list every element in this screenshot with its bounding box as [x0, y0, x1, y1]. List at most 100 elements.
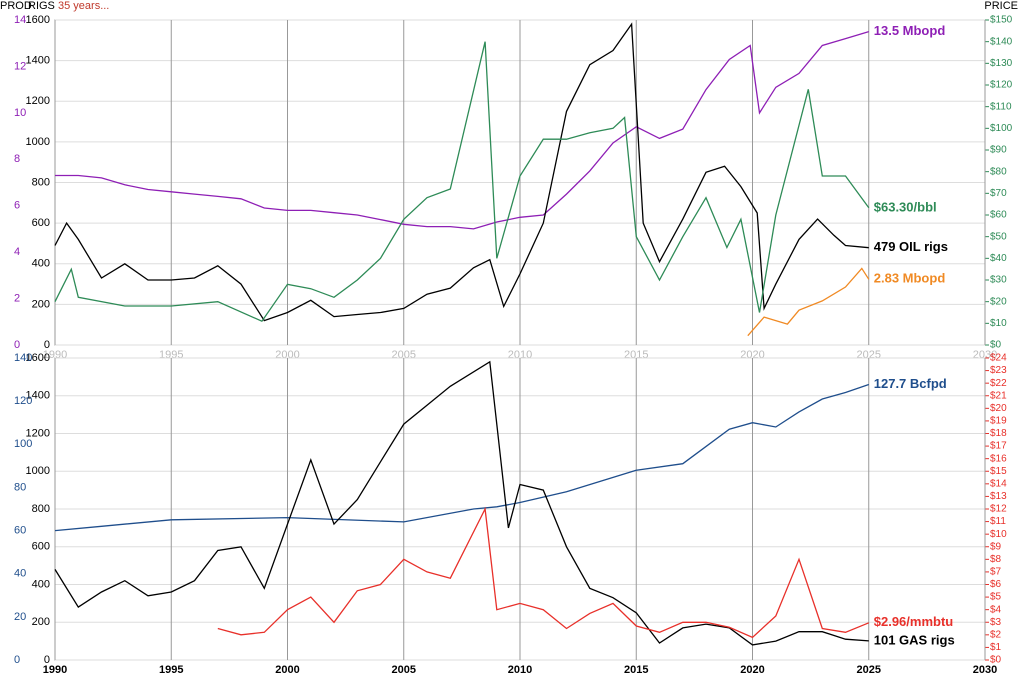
rigs-tick-label: 1600	[26, 352, 50, 364]
price-tick-label: $70	[990, 188, 1007, 199]
note: 35 years...	[58, 0, 109, 12]
price-tick-label: $18	[990, 428, 1007, 439]
rigs-tick-label: 800	[32, 176, 50, 188]
price-tick-label: $3	[990, 617, 1002, 628]
rigs-tick-label: 1000	[26, 136, 50, 148]
price-tick-label: $20	[990, 403, 1007, 414]
price-tick-label: $0	[990, 655, 1002, 666]
price-tick-label: $40	[990, 253, 1007, 264]
price-tick-label: $130	[990, 58, 1013, 69]
rigs-tick-label: 200	[32, 616, 50, 628]
rigs-tick-label: 1000	[26, 465, 50, 477]
price-tick-label: $6	[990, 579, 1002, 590]
price-tick-label: $4	[990, 604, 1002, 615]
rigs-axis-title: RIGS	[28, 0, 55, 12]
price-tick-label: $13	[990, 491, 1007, 502]
prod-tick-label: 0	[14, 339, 20, 351]
prod-tick-label: 40	[14, 568, 26, 580]
series-line	[747, 267, 870, 337]
end-label: 101 GAS rigs	[874, 632, 955, 647]
prod-tick-label: 60	[14, 524, 26, 536]
rigs-tick-label: 0	[44, 654, 50, 666]
prod-tick-label: 12	[14, 60, 26, 72]
prod-tick-label: 10	[14, 107, 26, 119]
price-tick-label: $1	[990, 642, 1002, 653]
rigs-tick-label: 600	[32, 541, 50, 553]
price-tick-label: $12	[990, 504, 1007, 515]
price-tick-label: $90	[990, 145, 1007, 156]
price-tick-label: $21	[990, 390, 1007, 401]
rigs-tick-label: 800	[32, 503, 50, 515]
prod-tick-label: 100	[14, 438, 32, 450]
x-tick-label: 2005	[392, 664, 416, 676]
x-tick-label: 2025	[857, 664, 881, 676]
rigs-tick-label: 0	[44, 339, 50, 351]
rigs-tick-label: 1200	[26, 95, 50, 107]
series-line	[54, 41, 870, 323]
prod-tick-label: 140	[14, 352, 32, 364]
price-tick-label: $110	[990, 101, 1012, 112]
prod-tick-label: 0	[14, 654, 20, 666]
end-label: 2.83 Mbopd	[874, 271, 946, 286]
end-label: 13.5 Mbopd	[874, 23, 946, 38]
prod-tick-label: 80	[14, 481, 26, 493]
price-tick-label: $60	[990, 210, 1007, 221]
price-tick-label: $7	[990, 567, 1002, 578]
x-tick-label: 2000	[275, 664, 299, 676]
series-line	[54, 360, 869, 646]
series-line	[217, 506, 870, 639]
rigs-tick-label: 1200	[26, 427, 50, 439]
price-tick-label: $17	[990, 441, 1007, 452]
prod-tick-label: 2	[14, 292, 20, 304]
prod-tick-label: 120	[14, 395, 32, 407]
price-tick-label: $10	[990, 529, 1007, 540]
rigs-tick-label: 200	[32, 298, 50, 310]
price-tick-label: $20	[990, 296, 1007, 307]
x-tick-label: 2030	[973, 664, 997, 676]
end-label: $63.30/bbl	[874, 199, 937, 214]
x-tick-label: 1990	[43, 664, 67, 676]
price-tick-label: $5	[990, 592, 1002, 603]
price-tick-label: $2	[990, 629, 1002, 640]
end-label: 479 OIL rigs	[874, 239, 948, 254]
end-label: 127.7 Bcfpd	[874, 376, 947, 391]
price-tick-label: $100	[990, 123, 1013, 134]
rigs-tick-label: 1400	[26, 390, 50, 402]
end-label: $2.96/mmbtu	[874, 614, 954, 629]
price-tick-label: $50	[990, 231, 1007, 242]
price-tick-label: $15	[990, 466, 1007, 477]
price-tick-label: $150	[990, 15, 1013, 26]
rigs-tick-label: 400	[32, 258, 50, 270]
rigs-tick-label: 600	[32, 217, 50, 229]
prod-tick-label: 6	[14, 200, 20, 212]
price-tick-label: $11	[990, 516, 1006, 527]
x-tick-label: 2010	[508, 664, 532, 676]
rigs-tick-label: 1600	[26, 14, 50, 26]
price-tick-label: $23	[990, 365, 1007, 376]
price-tick-label: $30	[990, 275, 1007, 286]
price-tick-label: $140	[990, 36, 1013, 47]
x-tick-label: 2020	[740, 664, 764, 676]
prod-tick-label: 8	[14, 153, 20, 165]
price-tick-label: $14	[990, 478, 1007, 489]
price-tick-label: $19	[990, 416, 1007, 427]
rigs-tick-label: 400	[32, 578, 50, 590]
series-line	[54, 22, 869, 322]
price-tick-label: $80	[990, 166, 1007, 177]
x-tick-label: 2015	[624, 664, 648, 676]
price-tick-label: $9	[990, 541, 1002, 552]
series-line	[54, 383, 870, 532]
price-tick-label: $24	[990, 353, 1007, 364]
price-tick-label: $10	[990, 318, 1007, 329]
rigs-tick-label: 1400	[26, 55, 50, 67]
price-tick-label: $120	[990, 80, 1013, 91]
price-tick-label: $0	[990, 340, 1002, 351]
series-line	[55, 30, 869, 230]
price-tick-label: $22	[990, 378, 1007, 389]
x-tick-label: 1995	[159, 664, 183, 676]
prod-tick-label: 20	[14, 611, 26, 623]
price-tick-label: $8	[990, 554, 1002, 565]
prod-tick-label: 4	[14, 246, 20, 258]
prod-tick-label: 14	[14, 14, 26, 26]
